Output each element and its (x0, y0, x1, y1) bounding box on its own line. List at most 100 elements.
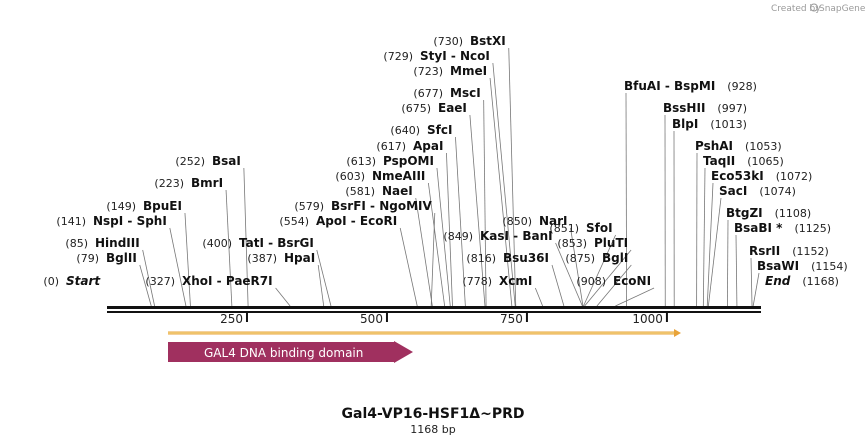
enzyme-name: NarI (539, 214, 568, 228)
enzyme-name: BfuAI - BspMI (624, 79, 715, 93)
site-connector (551, 264, 565, 307)
enzyme-name: KasI - BanI (480, 229, 553, 243)
site-position: (849) (443, 230, 473, 243)
site-position: (730) (433, 35, 463, 48)
site-connector (596, 264, 632, 307)
site-connector (225, 189, 233, 307)
enzyme-name: BstXI (470, 34, 506, 48)
site-position: (141) (56, 215, 86, 228)
enzyme-name: TatI - BsrGI (239, 236, 314, 250)
site-position: (816) (466, 252, 496, 265)
enzyme-name: BpuEI (143, 199, 182, 213)
enzyme-name: BsaWI (757, 259, 799, 273)
site-position: (1074) (759, 185, 796, 198)
site-connector (139, 264, 152, 307)
enzyme-name: XcmI (499, 274, 532, 288)
site-connector (184, 212, 191, 307)
site-connector (492, 62, 516, 307)
credit-brand: SnapGene (819, 4, 866, 14)
site-position: (1053) (745, 140, 782, 153)
site-position: (1013) (710, 118, 747, 131)
map-length: 1168 bp (410, 423, 455, 436)
enzyme-name: BsrFI - NgoMIV (331, 199, 432, 213)
enzyme-name: SfcI (427, 123, 452, 137)
site-position: (223) (154, 177, 184, 190)
site-position: (149) (106, 200, 136, 213)
site-connector (489, 77, 513, 307)
site-connector (436, 167, 451, 307)
enzyme-name: BsaBI * (734, 221, 783, 235)
site-connector (706, 182, 714, 307)
enzyme-name: NmeAIII (372, 169, 425, 183)
gal4-dna-binding-domain-feature: GAL4 DNA binding domain (168, 341, 413, 363)
tick-label: 500 (360, 312, 383, 326)
site-connector (275, 287, 291, 307)
site-connector (555, 242, 583, 307)
snapgene-logo-icon (810, 3, 818, 12)
site-position: (778) (462, 275, 492, 288)
site-connector (142, 249, 155, 307)
enzyme-name: BglI (602, 251, 628, 265)
site-position: (1108) (775, 207, 812, 220)
site-connector (169, 227, 187, 307)
enzyme-name: MmeI (450, 64, 487, 78)
site-position: (1152) (792, 245, 829, 258)
site-connector (469, 114, 486, 307)
site-connector (508, 47, 517, 307)
enzyme-name: BtgZI (726, 206, 763, 220)
enzyme-name: ApoI - EcoRI (316, 214, 397, 228)
enzyme-name: TaqII (703, 154, 735, 168)
site-position: (875) (565, 252, 595, 265)
tick-label: 250 (220, 312, 243, 326)
tick-label: 1000 (632, 312, 663, 326)
site-position: (640) (390, 124, 420, 137)
enzyme-name: PluTI (594, 236, 628, 250)
site-position: (1168) (802, 275, 839, 288)
site-position: (1072) (776, 170, 813, 183)
map-title: Gal4-VP16-HSF1Δ~PRD (342, 406, 525, 422)
connector-lines (139, 47, 760, 307)
site-connector (735, 234, 738, 307)
site-connector (534, 287, 543, 307)
site-connector (583, 234, 616, 307)
site-position: (554) (279, 215, 309, 228)
site-connector (707, 197, 722, 307)
site-position: (1065) (747, 155, 784, 168)
site-connector (752, 272, 760, 307)
enzyme-name: BglII (106, 251, 137, 265)
site-labels: (730) BstXI (729) StyI - NcoI (723) MmeI (677)… (43, 34, 847, 288)
site-connector (483, 99, 487, 307)
site-connector (727, 219, 729, 307)
enzyme-name: SfoI (586, 221, 613, 235)
site-connector (584, 249, 632, 307)
enzyme-name: BmrI (191, 176, 223, 190)
enzyme-name: BlpI (672, 117, 698, 131)
enzyme-name: ApaI (413, 139, 443, 153)
enzyme-name: BsaI (212, 154, 241, 168)
enzyme-name: NaeI (382, 184, 413, 198)
site-position: (79) (76, 252, 99, 265)
site-connector (430, 212, 436, 307)
enzyme-name: PspOMI (383, 154, 434, 168)
domain-label: GAL4 DNA binding domain (204, 346, 363, 360)
enzyme-name: EaeI (438, 101, 467, 115)
enzyme-name: SacI (719, 184, 747, 198)
site-position: (613) (346, 155, 376, 168)
orf-feature (168, 329, 681, 337)
site-position: (850) (502, 215, 532, 228)
site-position: (579) (294, 200, 324, 213)
tick-label: 750 (500, 312, 523, 326)
site-position: (1154) (811, 260, 848, 273)
site-connector (455, 136, 466, 307)
site-position: (853) (557, 237, 587, 250)
site-connector (427, 182, 446, 307)
credit-prefix: Created by (771, 4, 821, 14)
site-connector (750, 257, 753, 307)
enzyme-name: Bsu36I (503, 251, 549, 265)
enzyme-name: NspI - SphI (93, 214, 167, 228)
site-position: (400) (202, 237, 232, 250)
enzyme-name: HpaI (284, 251, 315, 265)
site-position: (997) (717, 102, 747, 115)
site-position: (581) (345, 185, 375, 198)
site-connector (317, 264, 325, 307)
